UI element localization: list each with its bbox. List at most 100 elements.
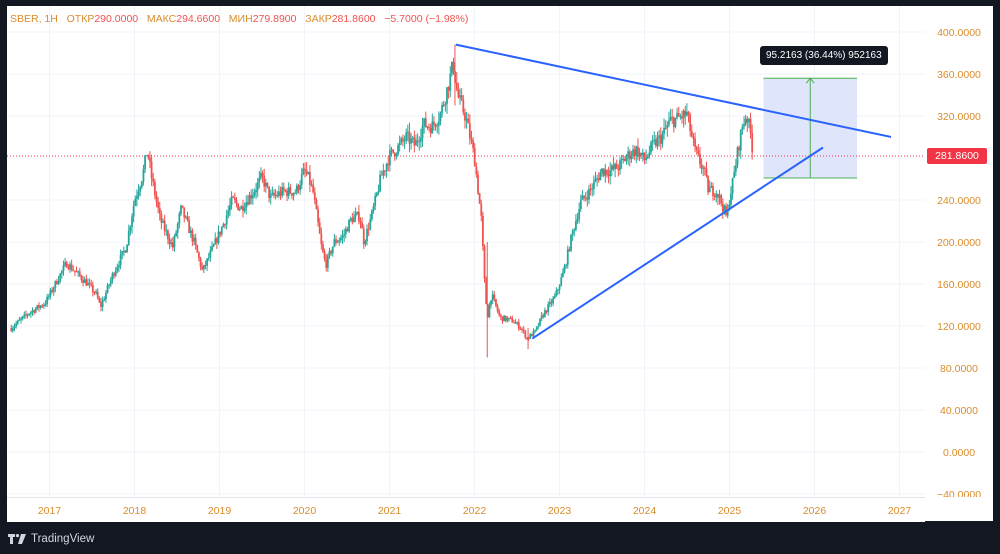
candle-body xyxy=(599,172,602,181)
support-trendline[interactable] xyxy=(531,146,824,340)
price-chart[interactable] xyxy=(7,6,925,497)
candle-body xyxy=(731,177,734,194)
candle-body xyxy=(746,118,749,123)
candle-body xyxy=(269,194,272,198)
candle-body xyxy=(338,240,341,242)
candle-body xyxy=(212,244,215,247)
candle-body xyxy=(119,254,122,266)
candle-body xyxy=(59,273,62,281)
candle-body xyxy=(25,314,27,316)
candle-body xyxy=(615,163,618,169)
candle-body xyxy=(165,230,168,232)
candle-body xyxy=(175,232,177,236)
candle-body xyxy=(462,99,465,113)
candle-body xyxy=(150,161,153,179)
candle-body xyxy=(444,103,447,105)
candle-body xyxy=(685,111,688,116)
candle-body xyxy=(491,294,494,301)
candle-body xyxy=(449,73,452,91)
candle-body xyxy=(447,87,450,91)
candle-body xyxy=(513,322,515,324)
candle-body xyxy=(277,191,280,196)
candle-body xyxy=(537,325,540,327)
candle-body xyxy=(118,265,120,268)
candle-body xyxy=(748,118,750,123)
candle-body xyxy=(646,156,649,159)
candle-body xyxy=(297,185,300,191)
candle-body xyxy=(13,326,16,329)
candle-body xyxy=(286,190,288,197)
resistance-trendline[interactable] xyxy=(455,43,892,138)
price-tick-label: 360.0000 xyxy=(937,69,981,81)
tradingview-logo[interactable]: TradingView xyxy=(8,532,94,546)
candle-body xyxy=(375,192,378,196)
candle-body xyxy=(738,147,741,151)
candle-body xyxy=(459,95,461,98)
candle-body xyxy=(47,296,50,298)
candle-body xyxy=(100,302,102,307)
candle-body xyxy=(357,211,360,221)
candle-body xyxy=(521,328,523,330)
price-axis[interactable]: 400.0000360.0000320.0000280.0000240.0000… xyxy=(925,6,993,497)
candle-body xyxy=(402,138,404,141)
candle-body xyxy=(684,110,687,116)
candle-body xyxy=(167,230,169,240)
price-range-measure[interactable] xyxy=(763,77,858,179)
candle-body xyxy=(622,158,625,160)
candle-body xyxy=(619,160,621,171)
candle-body xyxy=(189,230,192,234)
candle-body xyxy=(392,149,395,153)
candle-body xyxy=(359,220,362,223)
candle-body xyxy=(173,235,176,248)
candle-body xyxy=(251,195,254,199)
candle-body xyxy=(705,168,708,177)
candle-body xyxy=(155,195,158,202)
candle-body xyxy=(713,196,716,198)
candle-body xyxy=(527,337,530,339)
candle-body xyxy=(140,181,143,188)
candle-body xyxy=(377,191,380,193)
candle-body xyxy=(28,313,31,315)
candle-body xyxy=(584,197,587,199)
candle-body xyxy=(312,184,315,193)
candle-body xyxy=(620,159,623,161)
candle-body xyxy=(42,304,45,307)
candle-body xyxy=(532,330,535,337)
candle-body xyxy=(284,190,287,192)
candle-body xyxy=(279,191,282,196)
time-tick-label: 2017 xyxy=(38,505,62,517)
candle-body xyxy=(258,177,261,183)
candle-body xyxy=(341,235,344,238)
candle-body xyxy=(674,117,677,128)
candle-body xyxy=(198,252,200,259)
candle-body xyxy=(592,181,595,189)
grid-lines xyxy=(7,6,925,497)
candle-body xyxy=(137,191,140,196)
candle-body xyxy=(403,140,406,142)
legend-low-value: 279.8900 xyxy=(252,13,297,25)
candle-body xyxy=(421,126,424,138)
candle-body xyxy=(751,133,754,153)
price-range-measure-label[interactable]: 95.2163 (36.44%) 952163 xyxy=(760,46,888,65)
legend-symbol[interactable]: SBER, 1H xyxy=(10,13,58,25)
plot-area[interactable] xyxy=(7,6,925,497)
candles[interactable] xyxy=(10,44,754,358)
candle-body xyxy=(217,231,220,243)
candle-body xyxy=(305,170,308,174)
candle-body xyxy=(291,193,293,196)
candle-body xyxy=(708,187,711,193)
time-axis[interactable]: 2017 2018 2019 2020 2021 2022 2023 2024 2025 2026… xyxy=(7,497,925,522)
candle-body xyxy=(442,104,445,106)
candle-body xyxy=(700,163,703,169)
candle-body xyxy=(542,315,545,317)
candle-body xyxy=(436,125,439,127)
candle-body xyxy=(72,270,75,272)
candle-body xyxy=(242,206,244,211)
candle-body xyxy=(108,284,111,286)
candle-body xyxy=(671,117,674,119)
candle-body xyxy=(157,201,160,208)
candle-body xyxy=(105,292,107,300)
candle-body xyxy=(73,270,76,272)
candle-body xyxy=(271,192,274,195)
candle-body xyxy=(180,205,182,214)
